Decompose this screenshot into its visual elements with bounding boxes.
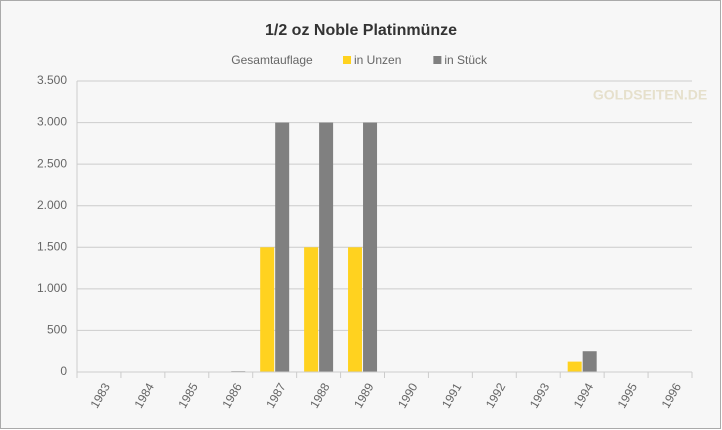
- y-tick-label: 3.000: [37, 115, 67, 129]
- legend-swatch: [433, 56, 442, 64]
- legend-label: in Stück: [444, 53, 488, 67]
- y-tick-label: 3.500: [37, 73, 67, 87]
- bar: [567, 361, 582, 372]
- chart-title: 1/2 oz Noble Platinmünze: [265, 22, 457, 39]
- legend-label: in Unzen: [354, 53, 401, 67]
- y-tick-label: 2.000: [37, 198, 67, 212]
- bar: [275, 122, 290, 372]
- bar: [582, 351, 597, 372]
- y-tick-label: 0: [60, 364, 67, 378]
- legend-swatch: [343, 56, 351, 64]
- watermark: GOLDSEITEN.DE: [593, 87, 707, 103]
- bar: [260, 247, 275, 372]
- bar: [319, 122, 334, 372]
- legend-title: Gesamtauflage: [231, 53, 313, 67]
- y-tick-label: 1.000: [37, 281, 67, 295]
- bar: [363, 122, 378, 372]
- y-tick-label: 500: [47, 323, 67, 337]
- y-tick-label: 2.500: [37, 156, 67, 170]
- y-tick-label: 1.500: [37, 239, 67, 253]
- bar: [304, 247, 319, 372]
- bar: [348, 247, 363, 372]
